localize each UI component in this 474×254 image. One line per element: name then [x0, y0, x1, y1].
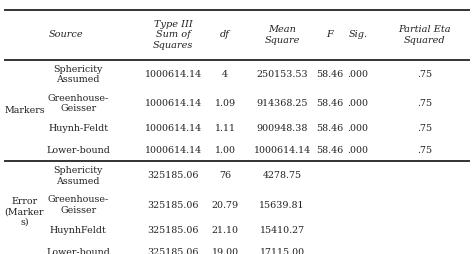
Text: 325185.06: 325185.06	[147, 226, 199, 235]
Text: Huynh-Feldt: Huynh-Feldt	[48, 124, 108, 133]
Text: 325185.06: 325185.06	[147, 201, 199, 210]
Text: 1000614.14: 1000614.14	[145, 124, 201, 133]
Text: .000: .000	[347, 146, 368, 155]
Text: Sphericity
Assumed: Sphericity Assumed	[54, 65, 103, 84]
Text: Lower-bound: Lower-bound	[46, 248, 110, 254]
Text: 250153.53: 250153.53	[256, 70, 308, 79]
Text: HuynhFeldt: HuynhFeldt	[50, 226, 107, 235]
Text: 1.11: 1.11	[215, 124, 236, 133]
Text: 58.46: 58.46	[316, 146, 343, 155]
Text: .000: .000	[347, 99, 368, 108]
Text: .75: .75	[417, 146, 432, 155]
Text: 325185.06: 325185.06	[147, 248, 199, 254]
Text: F: F	[326, 30, 333, 39]
Text: Greenhouse-
Geisser: Greenhouse- Geisser	[47, 195, 109, 215]
Text: 15410.27: 15410.27	[259, 226, 305, 235]
Text: Lower-bound: Lower-bound	[46, 146, 110, 155]
Text: 1000614.14: 1000614.14	[254, 146, 310, 155]
Text: Mean
Square: Mean Square	[264, 25, 300, 45]
Text: 914368.25: 914368.25	[256, 99, 308, 108]
Text: 1.00: 1.00	[215, 146, 236, 155]
Text: Type III
Sum of
Squares: Type III Sum of Squares	[153, 20, 193, 50]
Text: Partial Eta
Squared: Partial Eta Squared	[398, 25, 451, 45]
Text: 17115.00: 17115.00	[259, 248, 305, 254]
Text: 4: 4	[222, 70, 228, 79]
Text: Greenhouse-
Geisser: Greenhouse- Geisser	[47, 94, 109, 113]
Text: Error
(Marker
s): Error (Marker s)	[5, 197, 44, 227]
Text: .000: .000	[347, 70, 368, 79]
Text: 1000614.14: 1000614.14	[145, 146, 201, 155]
Text: .75: .75	[417, 70, 432, 79]
Text: 58.46: 58.46	[316, 124, 343, 133]
Text: 76: 76	[219, 171, 231, 180]
Text: 19.00: 19.00	[211, 248, 239, 254]
Text: .75: .75	[417, 99, 432, 108]
Text: df: df	[220, 30, 230, 39]
Text: 1000614.14: 1000614.14	[145, 99, 201, 108]
Text: 20.79: 20.79	[211, 201, 239, 210]
Text: 1.09: 1.09	[215, 99, 236, 108]
Text: 21.10: 21.10	[212, 226, 238, 235]
Text: Markers: Markers	[5, 106, 46, 115]
Text: 900948.38: 900948.38	[256, 124, 308, 133]
Text: 58.46: 58.46	[316, 70, 343, 79]
Text: 325185.06: 325185.06	[147, 171, 199, 180]
Text: .000: .000	[347, 124, 368, 133]
Text: .75: .75	[417, 124, 432, 133]
Text: Sphericity
Assumed: Sphericity Assumed	[54, 166, 103, 186]
Text: 1000614.14: 1000614.14	[145, 70, 201, 79]
Text: 4278.75: 4278.75	[263, 171, 301, 180]
Text: Source: Source	[49, 30, 84, 39]
Text: 15639.81: 15639.81	[259, 201, 305, 210]
Text: 58.46: 58.46	[316, 99, 343, 108]
Text: Sig.: Sig.	[348, 30, 367, 39]
